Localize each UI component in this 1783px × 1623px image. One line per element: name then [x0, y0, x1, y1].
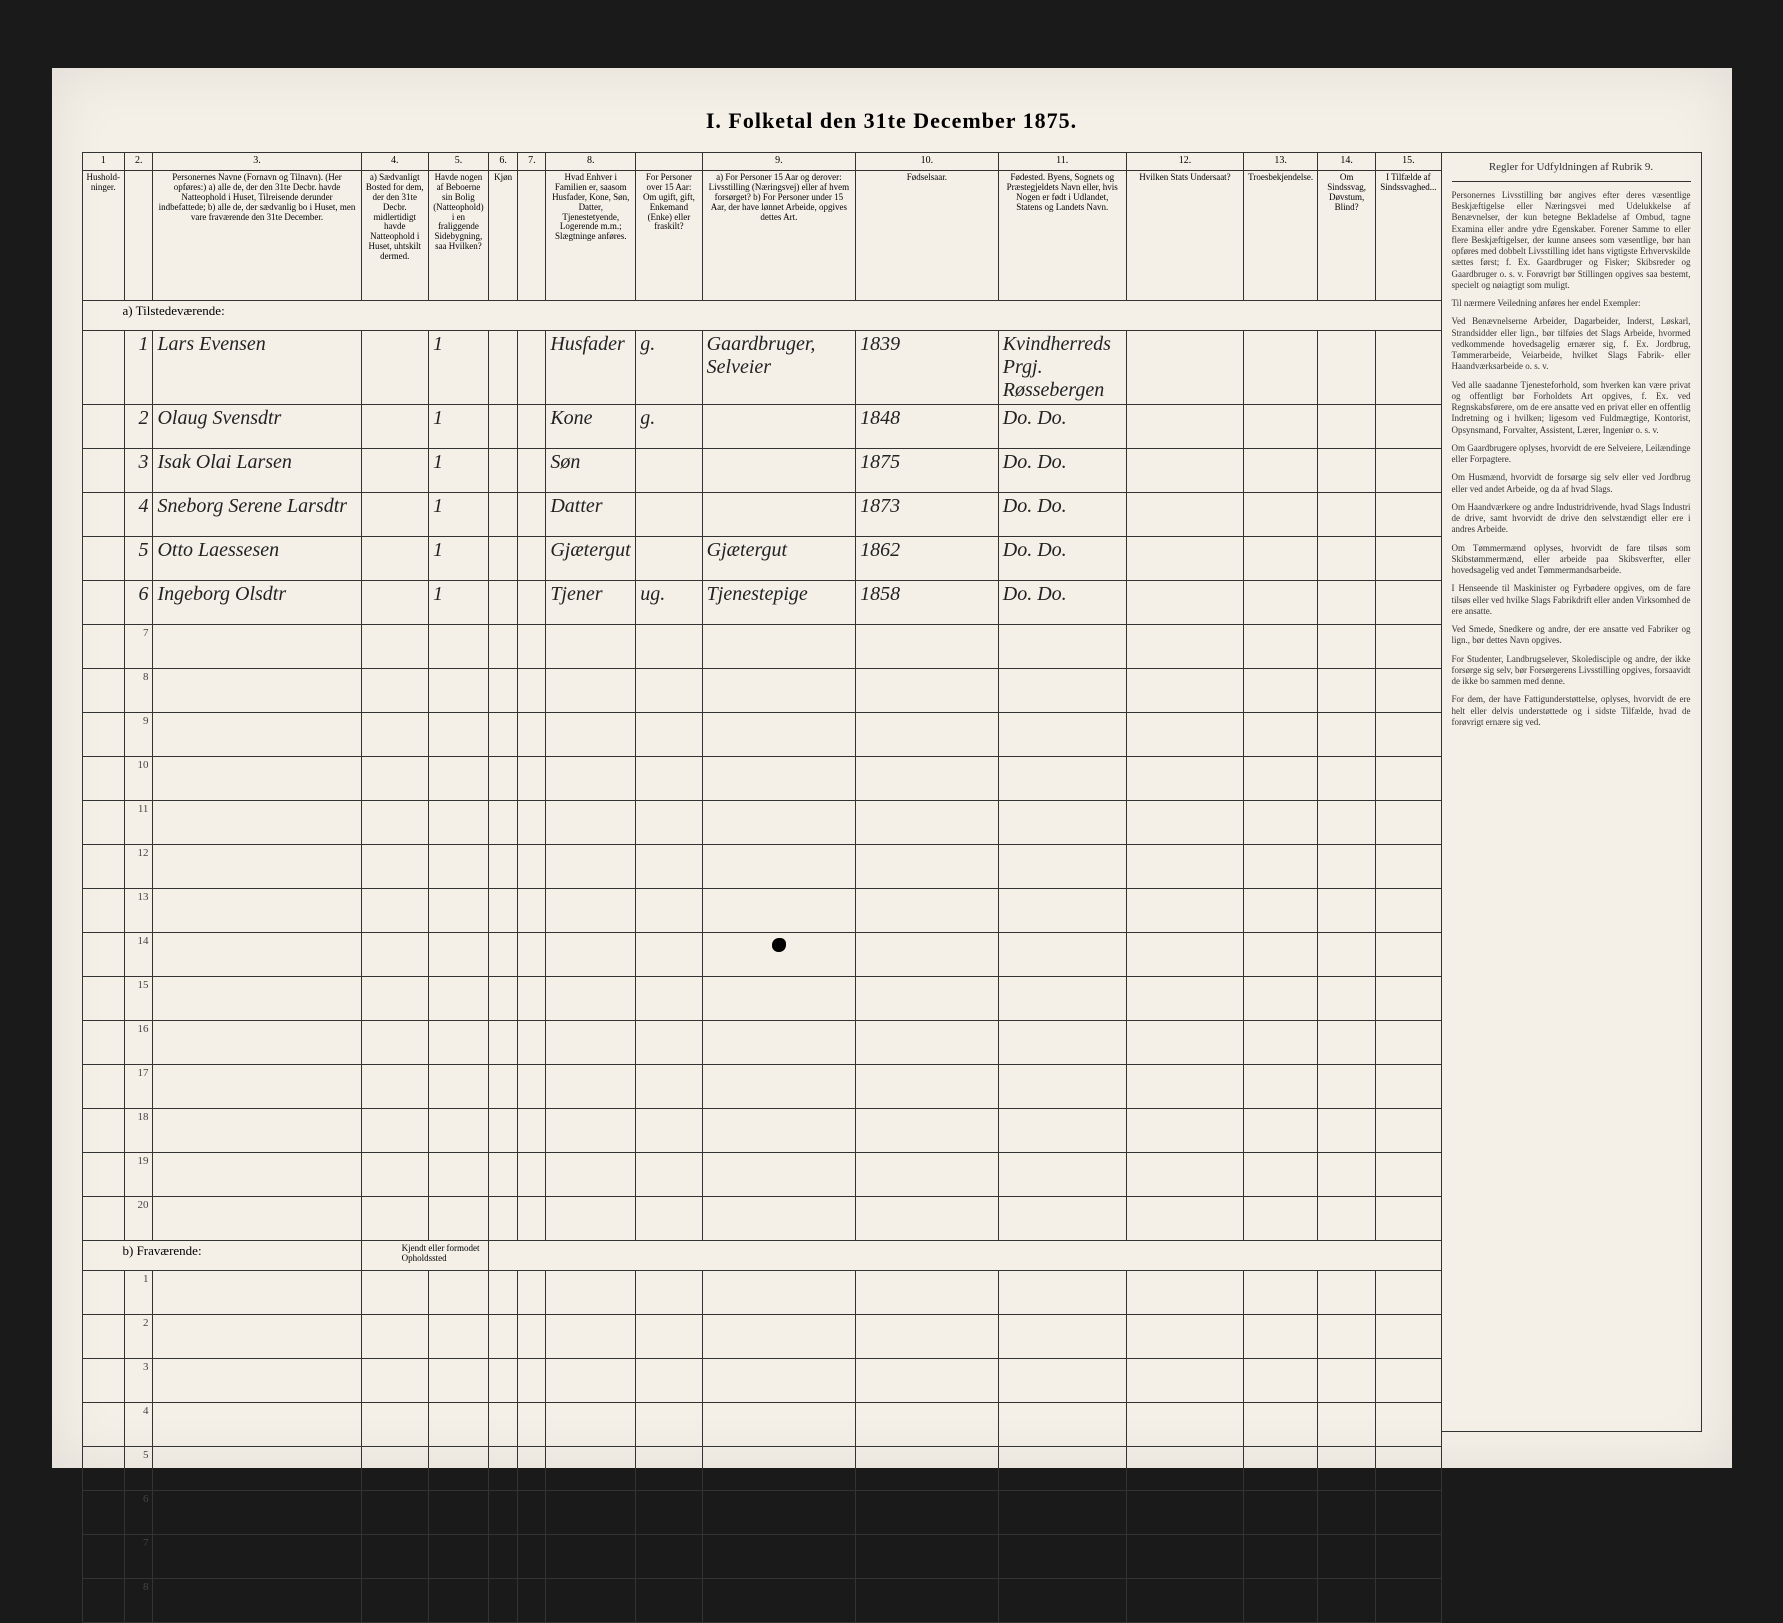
table-row: 9 [82, 713, 1441, 757]
colnum-3.: 3. [153, 153, 361, 171]
section-absent: b) Fraværende:Kjendt eller formodet Opho… [82, 1241, 1441, 1271]
table-row: 8 [82, 669, 1441, 713]
rules-panel: Regler for Udfyldningen af Rubrik 9. Per… [1442, 152, 1702, 1432]
header-birthplace: Fødested. Byens, Sognets og Præstegjelde… [998, 171, 1126, 301]
table-row: 10 [82, 757, 1441, 801]
header-relation: Hvad Enhver i Familien er, saasom Husfad… [546, 171, 636, 301]
colnum-4.: 4. [361, 153, 428, 171]
rules-paragraph: For Studenter, Landbrugselever, Skoledis… [1452, 654, 1691, 688]
table-row: 11 [82, 801, 1441, 845]
table-row: 16 [82, 1021, 1441, 1065]
rules-paragraph: Til nærmere Veiledning anføres her endel… [1452, 298, 1691, 309]
header-residence: a) Sædvanligt Bosted for dem, der den 31… [361, 171, 428, 301]
table-row: 20 [82, 1197, 1441, 1241]
header-disability: Om Sindssvag, Døvstum, Blind? [1318, 171, 1376, 301]
rules-text: Personernes Livsstilling bør angives eft… [1452, 190, 1691, 728]
table-row: 4Sneborg Serene Larsdtr1Datter1873Do. Do… [82, 493, 1441, 537]
colnum-13.: 13. [1244, 153, 1318, 171]
header-sex-f [518, 171, 546, 301]
rules-paragraph: Ved Smede, Snedkere og andre, der ere an… [1452, 624, 1691, 647]
colnum-10.: 10. [856, 153, 999, 171]
rules-paragraph: Om Gaardbrugere oplyses, hvorvidt de ere… [1452, 443, 1691, 466]
census-page: I. Folketal den 31te December 1875. 12.3… [52, 68, 1732, 1468]
header-birthyear: Fødselsaar. [856, 171, 999, 301]
table-row: 3 [82, 1359, 1441, 1403]
table-row: 19 [82, 1153, 1441, 1197]
colnum-14.: 14. [1318, 153, 1376, 171]
section-present: a) Tilstedeværende: [82, 301, 1441, 331]
table-row: 1 [82, 1271, 1441, 1315]
rules-paragraph: Om Husmænd, hvorvidt de forsørge sig sel… [1452, 472, 1691, 495]
colnum-7.: 7. [518, 153, 546, 171]
table-row: 6Ingeborg Olsdtr1Tjenerug.Tjenestepige18… [82, 581, 1441, 625]
table-row: 8 [82, 1579, 1441, 1623]
header-sex-m: Kjøn [488, 171, 518, 301]
table-row: 1Lars Evensen1Husfaderg.Gaardbruger, Sel… [82, 331, 1441, 405]
page-title: I. Folketal den 31te December 1875. [82, 108, 1702, 134]
colnum-1: 1 [82, 153, 125, 171]
rules-paragraph: For dem, der have Fattigunderstøttelse, … [1452, 694, 1691, 728]
rules-paragraph: Om Tømmermænd oplyses, hvorvidt de fare … [1452, 543, 1691, 577]
table-row: 2 [82, 1315, 1441, 1359]
table-row: 7 [82, 625, 1441, 669]
table-row: 5 [82, 1447, 1441, 1491]
ledger-container: 12.3.4.5.6.7.8.9.10.11.12.13.14.15. Hush… [82, 152, 1702, 1432]
colnum-9.: 9. [702, 153, 855, 171]
colnum-5.: 5. [428, 153, 488, 171]
colnum-8.: 8. [546, 153, 636, 171]
rules-paragraph: Ved Benævnelserne Arbeider, Dagarbeider,… [1452, 316, 1691, 372]
census-table: 12.3.4.5.6.7.8.9.10.11.12.13.14.15. Hush… [82, 152, 1442, 1623]
colnum-12.: 12. [1126, 153, 1243, 171]
colnum-11.: 11. [998, 153, 1126, 171]
table-row: 3Isak Olai Larsen1Søn1875Do. Do. [82, 449, 1441, 493]
table-row: 7 [82, 1535, 1441, 1579]
header-blank [125, 171, 153, 301]
colnum-6.: 6. [488, 153, 518, 171]
table-row: 4 [82, 1403, 1441, 1447]
table-row: 6 [82, 1491, 1441, 1535]
column-header-row: Hushold-ninger. Personernes Navne (Forna… [82, 171, 1441, 301]
ink-blot [772, 938, 786, 952]
header-names: Personernes Navne (Fornavn og Tilnavn). … [153, 171, 361, 301]
header-civil: For Personer over 15 Aar: Om ugift, gift… [636, 171, 702, 301]
table-row: 14 [82, 933, 1441, 977]
table-row: 15 [82, 977, 1441, 1021]
header-households: Hushold-ninger. [82, 171, 125, 301]
table-row: 2Olaug Svensdtr1Koneg.1848Do. Do. [82, 405, 1441, 449]
table-row: 17 [82, 1065, 1441, 1109]
rules-heading: Regler for Udfyldningen af Rubrik 9. [1452, 161, 1691, 182]
table-row: 5Otto Laessesen1GjætergutGjætergut1862Do… [82, 537, 1441, 581]
colnum-2.: 2. [125, 153, 153, 171]
table-body: a) Tilstedeværende:1Lars Evensen1Husfade… [82, 301, 1441, 1623]
rules-paragraph: I Henseende til Maskinister og Fyrbødere… [1452, 583, 1691, 617]
rules-paragraph: Om Haandværkere og andre Industridrivend… [1452, 502, 1691, 536]
colnum-15.: 15. [1376, 153, 1441, 171]
header-insanity: I Tilfælde af Sindssvaghed... [1376, 171, 1441, 301]
header-occupation: a) For Personer 15 Aar og derover: Livss… [702, 171, 855, 301]
table-row: 13 [82, 889, 1441, 933]
header-building: Havde nogen af Beboerne sin Bolig (Natte… [428, 171, 488, 301]
header-citizenship: Hvilken Stats Undersaat? [1126, 171, 1243, 301]
table-row: 12 [82, 845, 1441, 889]
table-row: 18 [82, 1109, 1441, 1153]
rules-paragraph: Ved alle saadanne Tjenesteforhold, som h… [1452, 380, 1691, 436]
rules-paragraph: Personernes Livsstilling bør angives eft… [1452, 190, 1691, 291]
header-creed: Troesbekjendelse. [1244, 171, 1318, 301]
column-number-row: 12.3.4.5.6.7.8.9.10.11.12.13.14.15. [82, 153, 1441, 171]
